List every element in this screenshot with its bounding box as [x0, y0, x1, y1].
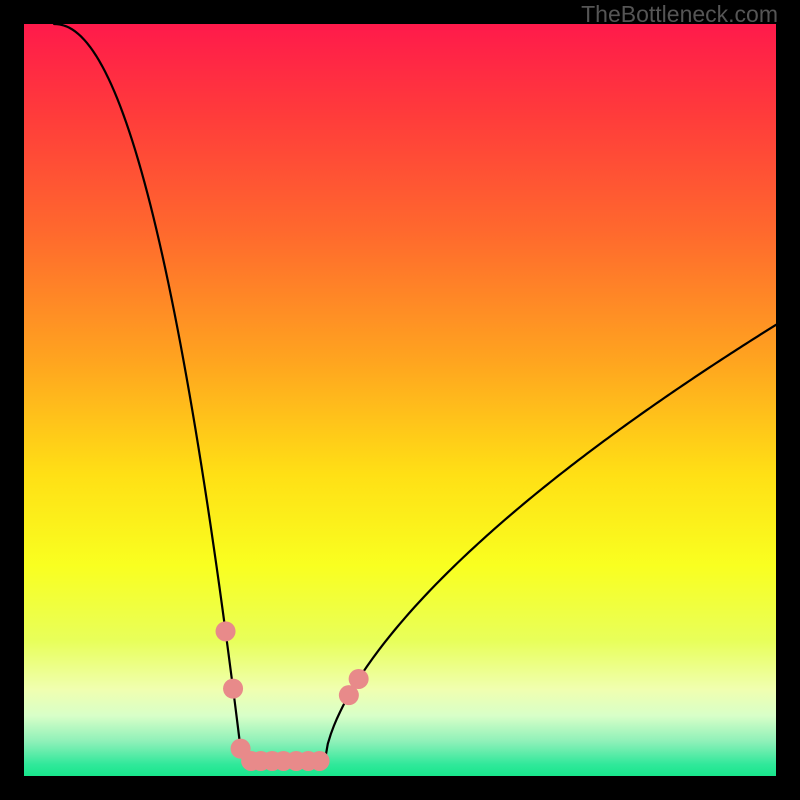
- chart-frame: TheBottleneck.com: [0, 0, 800, 800]
- data-marker: [216, 621, 236, 641]
- data-marker: [349, 669, 369, 689]
- watermark-text: TheBottleneck.com: [581, 1, 778, 28]
- chart-svg: [24, 24, 776, 776]
- bottleneck-curve: [54, 24, 776, 761]
- data-marker: [223, 679, 243, 699]
- data-marker: [310, 751, 330, 771]
- plot-area: [24, 24, 776, 776]
